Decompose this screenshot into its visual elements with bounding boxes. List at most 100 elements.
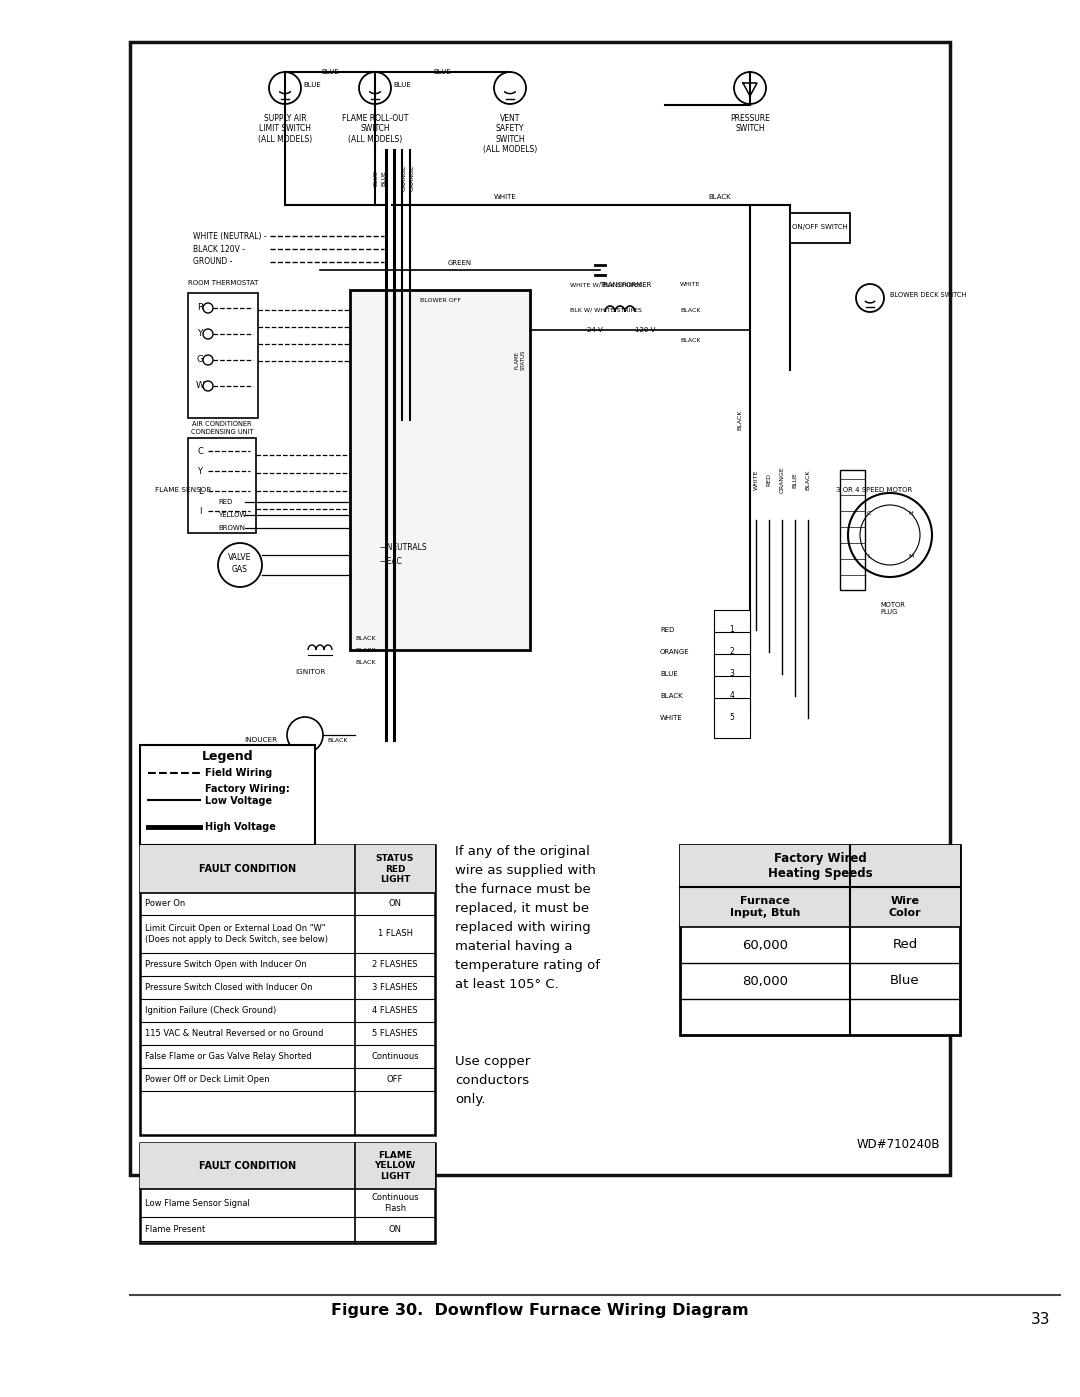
Text: 4 FLASHES: 4 FLASHES (373, 1006, 418, 1016)
Text: BLACK: BLACK (355, 659, 376, 665)
Text: FLAME SENSOR: FLAME SENSOR (156, 488, 212, 493)
Text: I: I (199, 507, 201, 515)
Text: BLOWER OFF: BLOWER OFF (419, 298, 460, 303)
Text: —EAC: —EAC (380, 557, 403, 567)
Text: ORANGE: ORANGE (780, 467, 784, 493)
Text: Red: Red (892, 939, 918, 951)
Text: 2: 2 (730, 647, 734, 657)
Bar (680, 845, 960, 1035)
Text: RED: RED (660, 627, 674, 633)
Text: L: L (198, 486, 202, 496)
Text: BLACK 120V -: BLACK 120V - (193, 244, 245, 253)
Text: 115 VAC & Neutral Reversed or no Ground: 115 VAC & Neutral Reversed or no Ground (145, 1030, 323, 1038)
Text: H: H (909, 511, 914, 517)
Text: Furnace
Input, Btuh: Furnace Input, Btuh (730, 897, 800, 918)
Text: FAULT CONDITION: FAULT CONDITION (199, 863, 296, 875)
Text: 5 FLASHES: 5 FLASHES (373, 1030, 418, 1038)
Text: Wire
Color: Wire Color (889, 897, 921, 918)
Text: 4: 4 (730, 692, 734, 700)
Text: BLACK: BLACK (680, 338, 701, 342)
Text: M: M (908, 553, 914, 559)
Text: BROWN: BROWN (218, 525, 245, 531)
Text: PRESSURE
SWITCH: PRESSURE SWITCH (730, 115, 770, 133)
Text: Continuous
Flash: Continuous Flash (372, 1193, 419, 1213)
Text: OFF: OFF (387, 1076, 403, 1084)
Text: R: R (197, 303, 203, 313)
Text: INDUCER: INDUCER (244, 738, 276, 743)
Text: FLAME
YELLOW
LIGHT: FLAME YELLOW LIGHT (375, 1151, 416, 1180)
Text: WHITE W/ BLK STRIPES: WHITE W/ BLK STRIPES (570, 282, 642, 288)
Text: Factory Wiring:
Low Voltage: Factory Wiring: Low Voltage (205, 784, 289, 806)
Text: BLUE: BLUE (373, 170, 378, 186)
Text: BLUE: BLUE (321, 68, 339, 75)
Text: BLACK: BLACK (660, 693, 683, 698)
Text: BLACK: BLACK (680, 307, 701, 313)
Text: WHITE: WHITE (680, 282, 701, 288)
Text: 120 V: 120 V (635, 327, 656, 332)
Text: GAS: GAS (232, 566, 248, 574)
Text: Power Off or Deck Limit Open: Power Off or Deck Limit Open (145, 1076, 270, 1084)
Text: BLUE: BLUE (381, 170, 386, 186)
Text: BLACK: BLACK (806, 469, 810, 490)
Bar (680, 887, 960, 928)
Text: VALVE: VALVE (228, 553, 252, 563)
Bar (140, 845, 435, 1134)
Text: If any of the original
wire as supplied with
the furnace must be
replaced, it mu: If any of the original wire as supplied … (455, 845, 600, 990)
Text: GREEN: GREEN (448, 260, 472, 265)
Text: Low Flame Sensor Signal: Low Flame Sensor Signal (145, 1199, 249, 1207)
Bar (140, 845, 435, 893)
Text: BLUE: BLUE (393, 82, 410, 88)
Text: 33: 33 (1030, 1313, 1050, 1327)
Text: ON: ON (389, 900, 402, 908)
Text: Pressure Switch Open with Inducer On: Pressure Switch Open with Inducer On (145, 960, 307, 970)
Text: ORANGE: ORANGE (660, 650, 690, 655)
Text: Use copper
conductors
only.: Use copper conductors only. (455, 1055, 530, 1106)
Bar (140, 1143, 435, 1189)
Text: RED: RED (218, 499, 232, 504)
Text: C: C (197, 447, 203, 455)
Text: Flame Present: Flame Present (145, 1225, 205, 1234)
Text: ROOM THERMOSTAT: ROOM THERMOSTAT (188, 279, 258, 286)
Text: AIR CONDITIONER
CONDENSING UNIT: AIR CONDITIONER CONDENSING UNIT (191, 422, 254, 434)
Text: 3: 3 (730, 669, 734, 679)
Text: Pressure Switch Closed with Inducer On: Pressure Switch Closed with Inducer On (145, 983, 312, 992)
Text: 5: 5 (730, 714, 734, 722)
Text: Y: Y (198, 330, 203, 338)
Text: 3 OR 4 SPEED MOTOR: 3 OR 4 SPEED MOTOR (836, 488, 912, 493)
Text: ORANGE: ORANGE (402, 165, 407, 191)
Text: ON: ON (389, 1225, 402, 1234)
Text: BLUE: BLUE (793, 472, 797, 488)
Text: 3 FLASHES: 3 FLASHES (373, 983, 418, 992)
Text: Continuous: Continuous (372, 1052, 419, 1060)
Text: BLUE: BLUE (303, 82, 321, 88)
Text: 2 FLASHES: 2 FLASHES (373, 960, 418, 970)
Text: FLAME ROLL-OUT
SWITCH
(ALL MODELS): FLAME ROLL-OUT SWITCH (ALL MODELS) (341, 115, 408, 144)
Bar (840, 469, 865, 590)
Text: W: W (195, 381, 204, 391)
Bar (188, 439, 256, 534)
Text: WHITE (NEUTRAL) -: WHITE (NEUTRAL) - (193, 232, 267, 240)
Text: Blue: Blue (890, 975, 920, 988)
Text: WD#710240B: WD#710240B (856, 1139, 940, 1151)
Text: STATUS
RED
LIGHT: STATUS RED LIGHT (376, 854, 415, 884)
Text: BLACK: BLACK (355, 636, 376, 640)
Text: BLACK: BLACK (327, 738, 348, 742)
Text: 24 V: 24 V (588, 327, 603, 332)
Text: L: L (867, 553, 870, 559)
Text: MOTOR
PLUG: MOTOR PLUG (880, 602, 905, 615)
Text: FLAME
STATUS: FLAME STATUS (514, 349, 525, 370)
Text: YELLOW: YELLOW (218, 511, 246, 518)
Bar (140, 1143, 435, 1243)
Bar (140, 745, 315, 845)
Bar (680, 845, 960, 887)
Text: TRANSFORMER: TRANSFORMER (598, 282, 651, 288)
Text: 80,000: 80,000 (742, 975, 788, 988)
Text: IGNITOR: IGNITOR (295, 669, 325, 675)
Text: Power On: Power On (145, 900, 186, 908)
Text: 1 FLASH: 1 FLASH (378, 929, 413, 939)
Text: GROUND -: GROUND - (193, 257, 232, 267)
Text: RED: RED (767, 474, 771, 486)
Text: ORANGE: ORANGE (410, 165, 415, 191)
Text: Figure 30.  Downflow Furnace Wiring Diagram: Figure 30. Downflow Furnace Wiring Diagr… (332, 1302, 748, 1317)
Text: —NEUTRALS: —NEUTRALS (380, 543, 428, 552)
